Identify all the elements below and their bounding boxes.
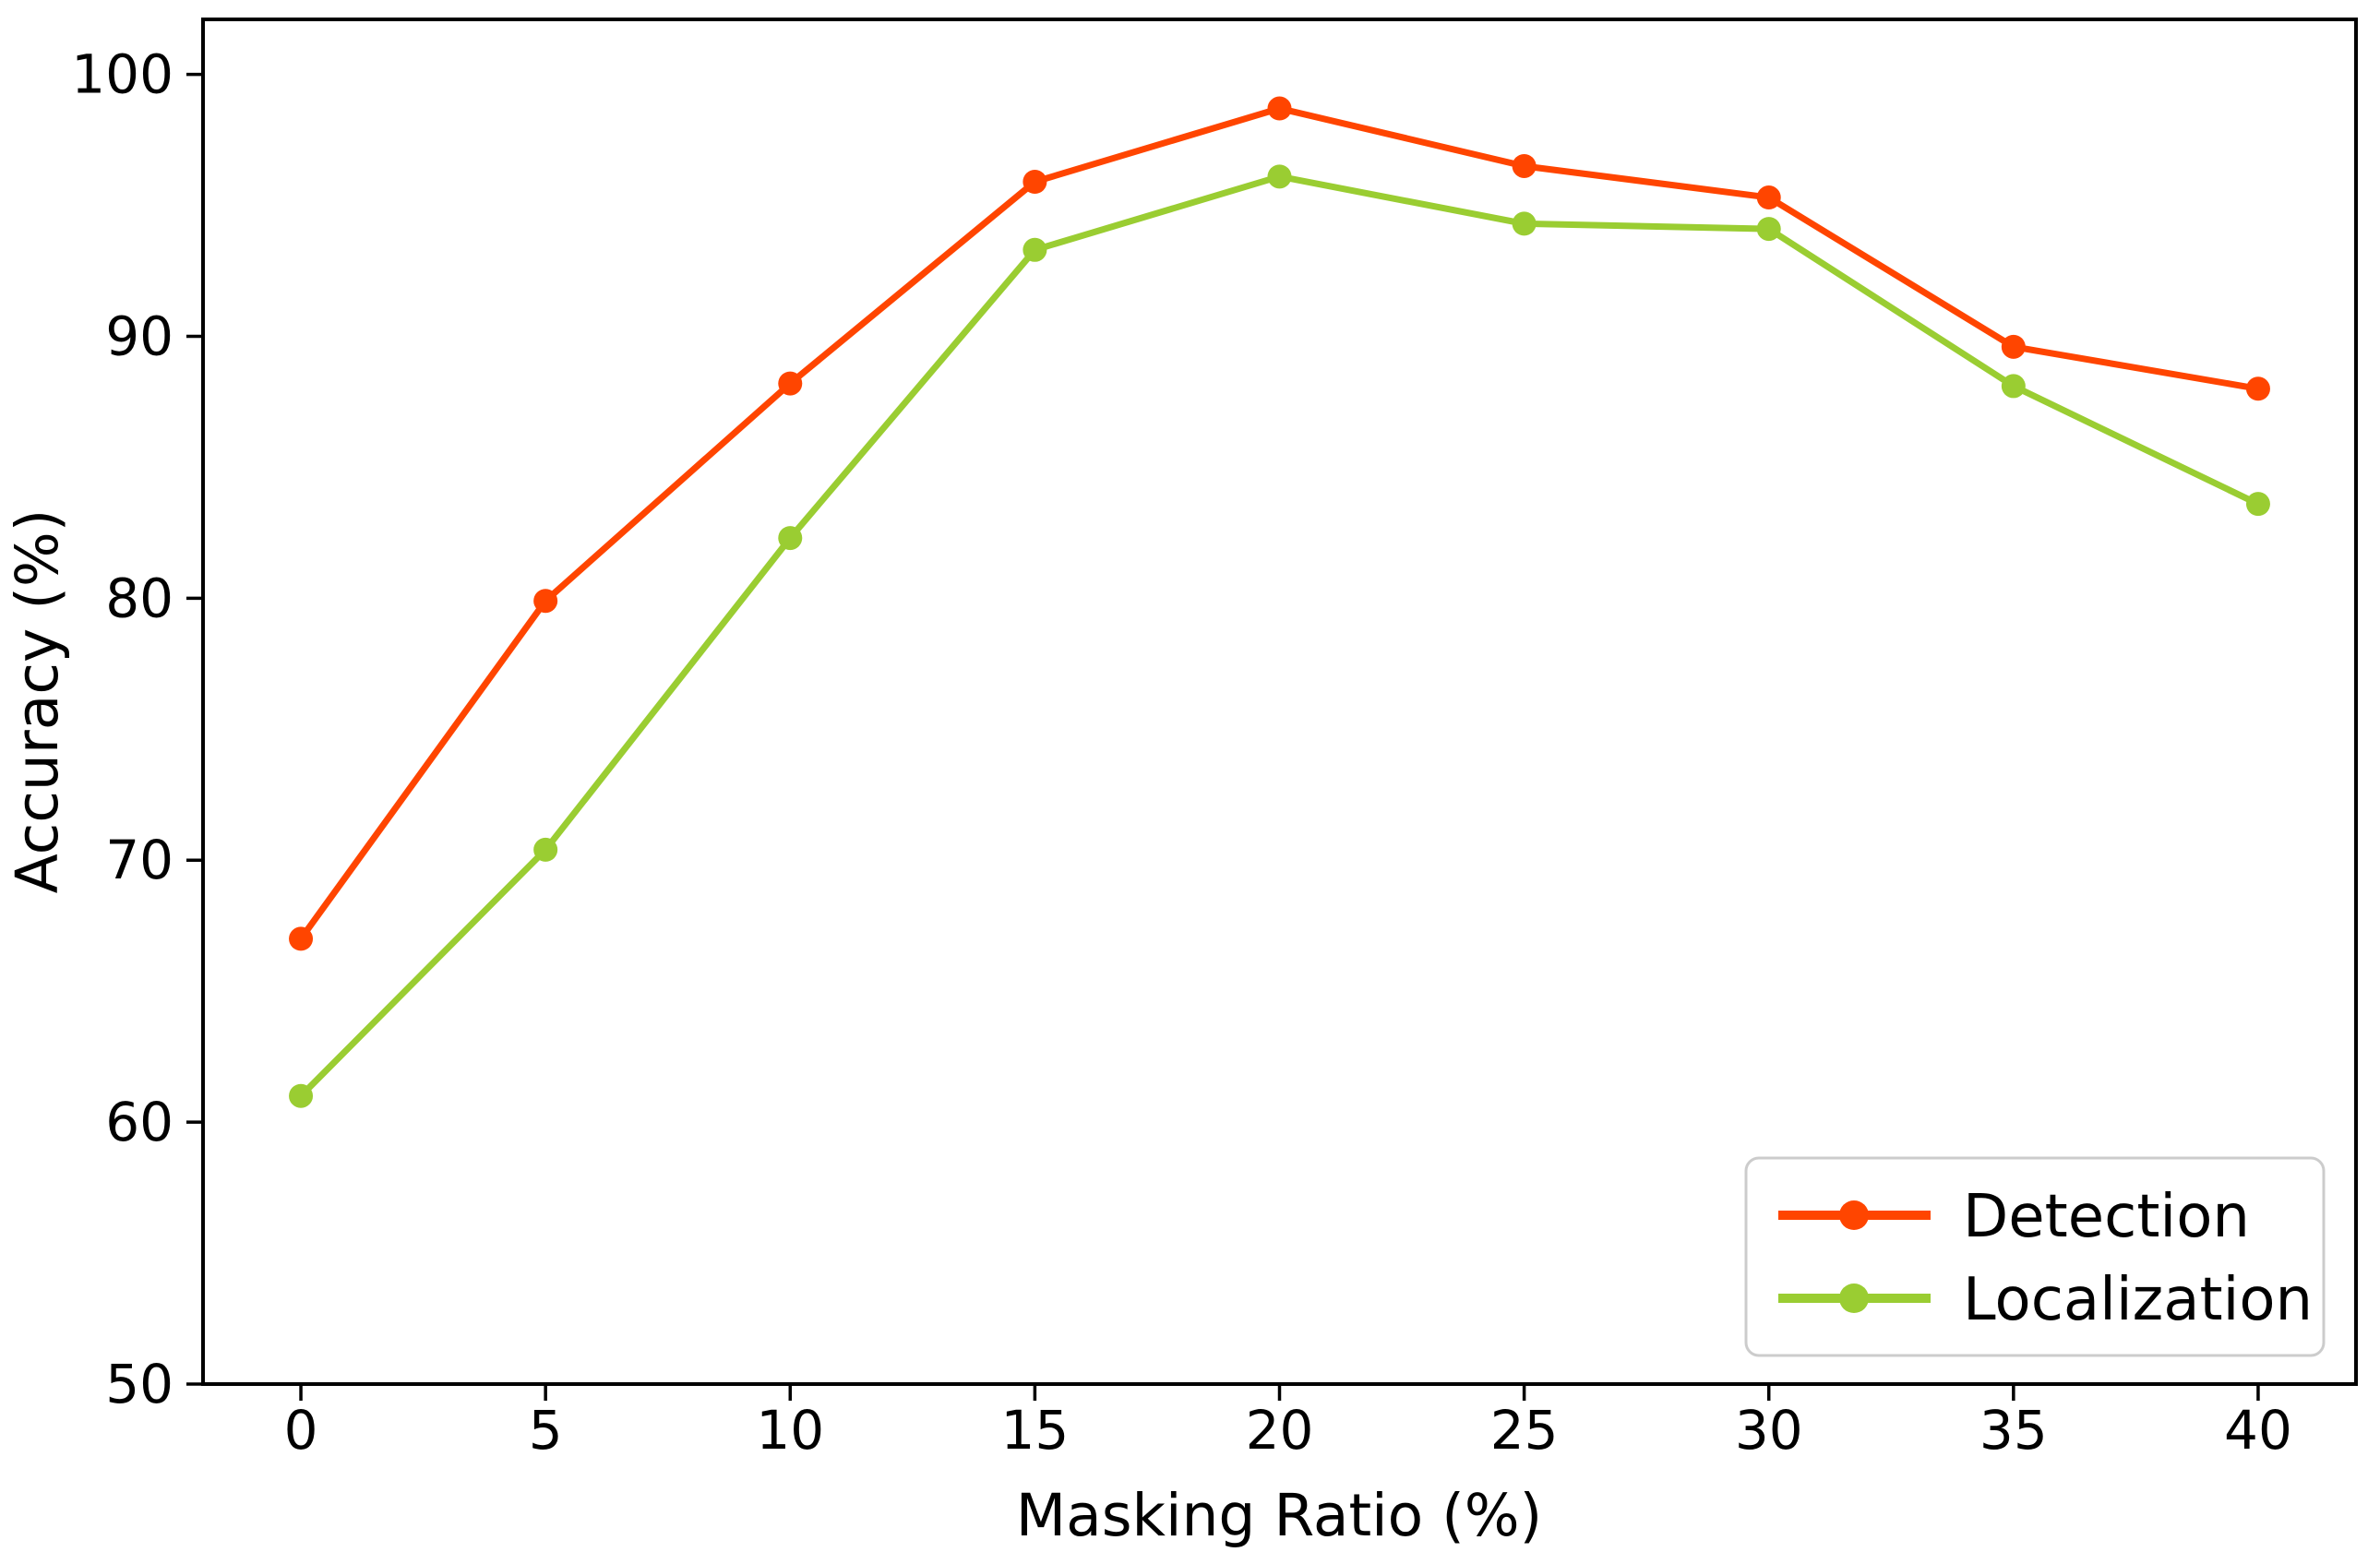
legend-marker-detection xyxy=(1839,1200,1869,1230)
x-tick-label: 20 xyxy=(1246,1399,1314,1462)
data-point-detection xyxy=(1512,153,1537,178)
legend-label-detection: Detection xyxy=(1963,1183,2250,1251)
data-point-detection xyxy=(1267,96,1292,121)
series-line-detection xyxy=(297,105,2262,942)
data-point-localization xyxy=(2001,374,2026,399)
x-tick-label: 35 xyxy=(1979,1399,2048,1462)
data-point-detection xyxy=(289,926,314,951)
data-point-localization xyxy=(533,837,558,862)
y-tick-label: 90 xyxy=(105,304,173,367)
x-tick-label: 30 xyxy=(1735,1399,1803,1462)
data-point-detection xyxy=(2001,334,2026,359)
y-tick-label: 70 xyxy=(105,829,173,891)
data-point-detection xyxy=(1023,170,1047,195)
legend-marker-localization xyxy=(1839,1283,1869,1313)
x-tick-label: 10 xyxy=(756,1399,824,1462)
y-tick-label: 80 xyxy=(105,567,173,629)
data-point-localization xyxy=(1267,164,1292,189)
x-axis-label: Masking Ratio (%) xyxy=(1016,1482,1543,1549)
data-point-detection xyxy=(2245,376,2270,401)
data-point-localization xyxy=(1023,237,1047,262)
y-axis-label: Accuracy (%) xyxy=(4,509,71,894)
y-tick-label: 60 xyxy=(105,1091,173,1153)
x-tick-label: 15 xyxy=(1000,1399,1069,1462)
x-tick-label: 25 xyxy=(1490,1399,1559,1462)
x-tick-label: 40 xyxy=(2224,1399,2292,1462)
data-point-detection xyxy=(778,371,803,396)
legend-box xyxy=(1744,1156,2326,1357)
x-tick-label: 5 xyxy=(529,1399,563,1462)
data-point-detection xyxy=(533,589,558,614)
y-tick-label: 100 xyxy=(71,43,173,106)
data-point-localization xyxy=(2245,492,2270,517)
data-point-localization xyxy=(1512,211,1537,236)
data-point-localization xyxy=(289,1083,314,1108)
data-point-localization xyxy=(778,526,803,551)
data-point-detection xyxy=(1756,185,1781,210)
data-point-localization xyxy=(1756,217,1781,242)
y-tick-label: 50 xyxy=(105,1353,173,1415)
legend-label-localization: Localization xyxy=(1963,1266,2313,1334)
x-tick-label: 0 xyxy=(284,1399,318,1462)
